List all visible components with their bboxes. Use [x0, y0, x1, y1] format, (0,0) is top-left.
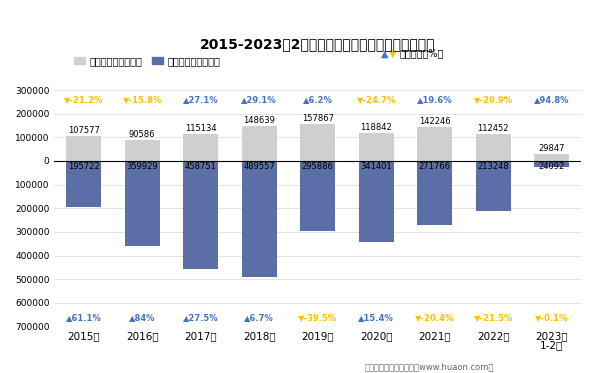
Text: 458751: 458751 — [185, 162, 216, 172]
Text: 24092: 24092 — [539, 162, 565, 172]
Bar — [534, 161, 569, 167]
Bar — [125, 161, 160, 246]
Bar — [241, 161, 277, 277]
Text: ▲: ▲ — [381, 48, 389, 59]
Text: 195722: 195722 — [68, 162, 100, 172]
Bar — [417, 161, 452, 225]
Text: 112452: 112452 — [477, 125, 509, 134]
Bar — [183, 134, 218, 161]
Bar — [534, 154, 569, 161]
Text: 213248: 213248 — [477, 162, 509, 172]
Text: 90586: 90586 — [129, 129, 156, 139]
Text: 271766: 271766 — [419, 162, 451, 172]
Text: ▲6.2%: ▲6.2% — [303, 95, 333, 104]
Text: ▲61.1%: ▲61.1% — [66, 313, 101, 322]
Bar — [417, 127, 452, 161]
Bar — [183, 161, 218, 269]
Bar — [300, 161, 335, 231]
Text: ▲84%: ▲84% — [129, 313, 156, 322]
Text: 157867: 157867 — [302, 114, 334, 123]
Text: ▼-24.7%: ▼-24.7% — [356, 95, 396, 104]
Bar — [66, 161, 101, 207]
Text: ▼-20.9%: ▼-20.9% — [474, 95, 513, 104]
Text: ▲6.7%: ▲6.7% — [244, 313, 274, 322]
Text: ▼-20.4%: ▼-20.4% — [415, 313, 454, 322]
Bar — [125, 140, 160, 161]
Text: ▲27.5%: ▲27.5% — [183, 313, 219, 322]
Text: ▲27.1%: ▲27.1% — [183, 95, 219, 104]
Text: ▼-39.5%: ▼-39.5% — [298, 313, 337, 322]
Text: 359929: 359929 — [126, 162, 158, 172]
Text: ▼-21.5%: ▼-21.5% — [474, 313, 513, 322]
Bar — [476, 134, 511, 161]
Text: 制图：华经产业研究院（www.huaon.com）: 制图：华经产业研究院（www.huaon.com） — [364, 362, 494, 371]
Legend: 出口总额（万美元）, 进口总额（万美元）: 出口总额（万美元）, 进口总额（万美元） — [70, 52, 224, 70]
Text: 107577: 107577 — [68, 126, 100, 135]
Bar — [66, 135, 101, 161]
Bar — [359, 161, 394, 242]
Text: 148639: 148639 — [243, 116, 275, 125]
Text: ▼-15.8%: ▼-15.8% — [123, 95, 162, 104]
Text: ▲94.8%: ▲94.8% — [534, 95, 570, 104]
Text: 29847: 29847 — [539, 144, 565, 153]
Text: ▼-0.1%: ▼-0.1% — [535, 313, 569, 322]
Text: 341401: 341401 — [361, 162, 392, 172]
Bar — [476, 161, 511, 211]
Bar — [359, 133, 394, 161]
Title: 2015-2023年2月大连大窑湾综合保税区进、出口额: 2015-2023年2月大连大窑湾综合保税区进、出口额 — [200, 37, 436, 51]
Text: 115134: 115134 — [185, 124, 216, 133]
Text: 489557: 489557 — [243, 162, 275, 172]
Text: ▲19.6%: ▲19.6% — [417, 95, 452, 104]
Text: ▼: ▼ — [389, 48, 396, 59]
Text: ▲29.1%: ▲29.1% — [241, 95, 277, 104]
Text: 142246: 142246 — [419, 117, 451, 126]
Bar — [241, 126, 277, 161]
Text: 295886: 295886 — [302, 162, 334, 172]
Text: 同比增速（%）: 同比增速（%） — [399, 48, 443, 59]
Text: 118842: 118842 — [361, 123, 392, 132]
Text: ▼-21.2%: ▼-21.2% — [64, 95, 103, 104]
Text: ▲15.4%: ▲15.4% — [358, 313, 394, 322]
Bar — [300, 124, 335, 161]
